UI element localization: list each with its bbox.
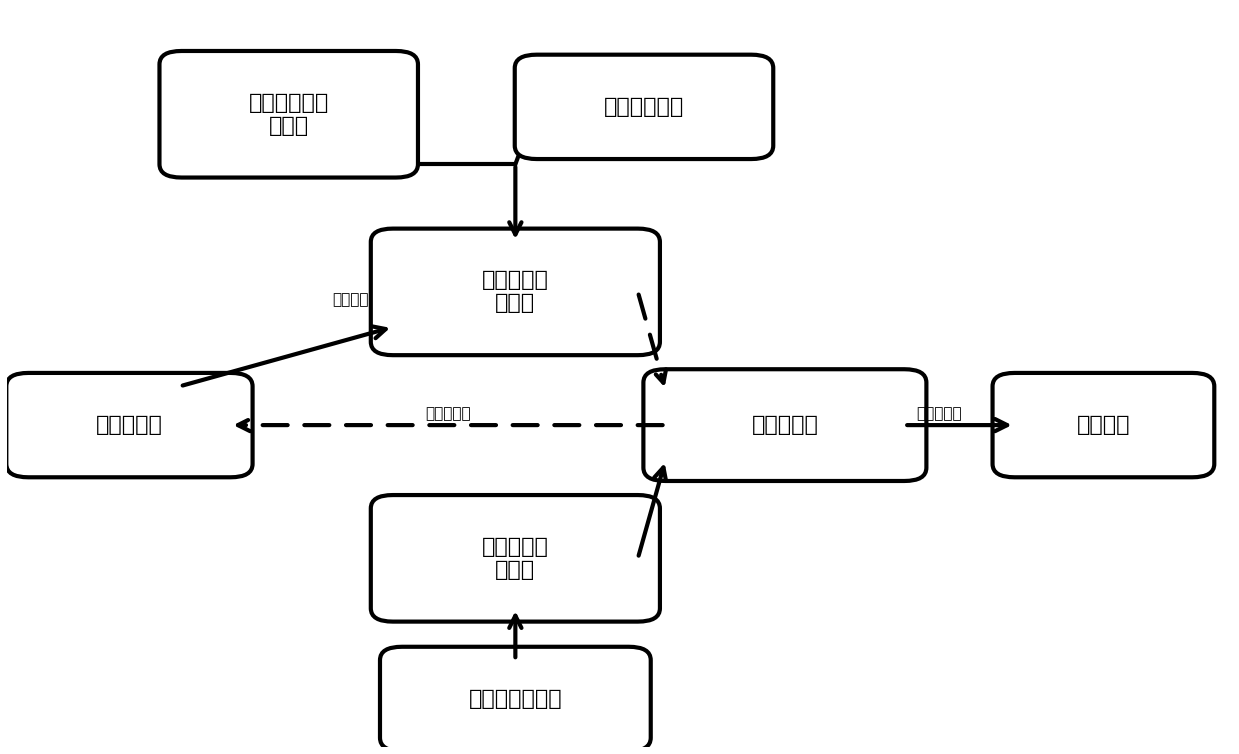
Text: 代谢通量: 代谢通量 <box>1077 415 1130 435</box>
FancyBboxPatch shape <box>380 647 650 751</box>
FancyBboxPatch shape <box>643 369 927 481</box>
Text: 交换反应速率
代谢池: 交换反应速率 代谢池 <box>249 93 328 136</box>
FancyBboxPatch shape <box>160 51 418 177</box>
Text: 计算残差和: 计算残差和 <box>751 415 818 435</box>
FancyBboxPatch shape <box>514 55 773 159</box>
FancyBboxPatch shape <box>370 228 660 355</box>
Text: 调整代谢流: 调整代谢流 <box>95 415 162 435</box>
FancyBboxPatch shape <box>370 495 660 621</box>
Text: 置信区间外: 置信区间外 <box>425 406 471 421</box>
FancyBboxPatch shape <box>6 373 253 477</box>
FancyBboxPatch shape <box>992 373 1214 477</box>
Text: 迭代计算: 迭代计算 <box>332 292 368 307</box>
Text: 代谢网络模型: 代谢网络模型 <box>603 97 684 117</box>
Text: 同位素丰度
模拟值: 同位素丰度 模拟值 <box>482 270 549 314</box>
Text: 同位素丰度
实验值: 同位素丰度 实验值 <box>482 537 549 580</box>
Text: 同位素标记实验: 同位素标记实验 <box>468 689 563 709</box>
Text: 置信区间内: 置信区间内 <box>917 406 963 421</box>
